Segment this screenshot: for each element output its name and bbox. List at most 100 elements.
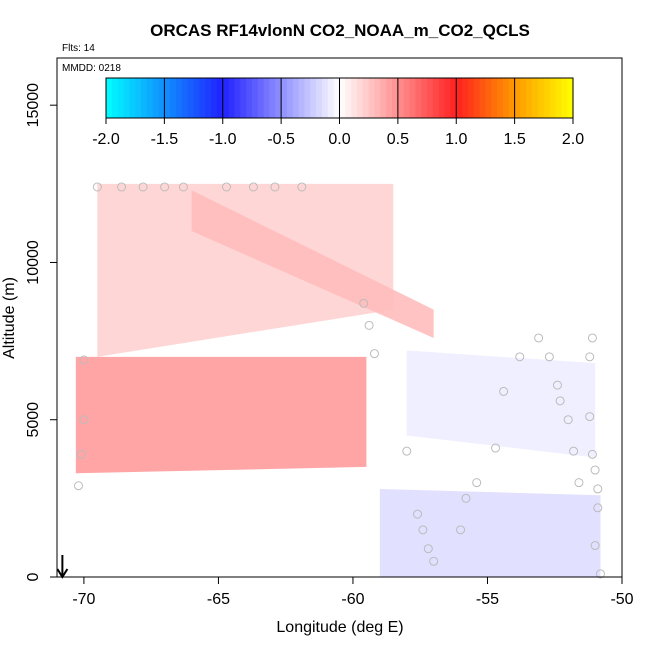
colorbar-swatch	[491, 78, 498, 118]
sample-point	[429, 556, 439, 566]
colorbar-swatch	[298, 78, 306, 118]
colorbar-tick-label: 1.0	[445, 131, 467, 148]
y-tick-label: 15000	[25, 83, 42, 128]
colorbar-swatch	[117, 78, 125, 118]
sample-point	[79, 415, 89, 425]
colorbar-swatch	[251, 78, 259, 118]
colorbar-swatch	[193, 78, 200, 118]
sample-point	[552, 380, 562, 390]
sample-point	[92, 182, 102, 192]
colorbar-swatch	[152, 78, 160, 118]
sample-point	[76, 449, 86, 459]
x-tick-label: -55	[476, 591, 499, 608]
colorbar-tick-label: -1.5	[151, 131, 179, 148]
sample-point	[413, 509, 423, 519]
y-tick-label: 5000	[25, 402, 42, 438]
colorbar-swatch	[228, 78, 236, 118]
arrow-head	[56, 568, 69, 579]
sample-point	[472, 478, 482, 488]
sample-point	[138, 182, 148, 192]
x-axis-label: Longitude (deg E)	[276, 619, 403, 636]
colorbar-swatch	[269, 78, 276, 118]
sample-point	[574, 478, 584, 488]
sample-point	[456, 525, 466, 535]
colorbar-swatch	[339, 78, 346, 118]
colorbar-swatch	[526, 78, 533, 118]
colorbar-swatch	[199, 78, 206, 118]
colorbar-swatch	[567, 78, 574, 118]
colorbar-swatch	[508, 78, 516, 118]
heatmap-field	[75, 183, 601, 577]
colorbar-swatch	[351, 78, 358, 118]
sample-point	[585, 352, 595, 362]
colorbar-swatch	[123, 78, 130, 118]
colorbar-swatch	[246, 78, 253, 118]
field-region-upper-diagonal-streak	[191, 190, 434, 338]
sample-point	[515, 352, 525, 362]
colorbar-swatch	[374, 78, 381, 118]
y-axis-label: Altitude (m)	[1, 277, 18, 359]
colorbar-swatch	[164, 78, 171, 118]
colorbar-swatch	[170, 78, 177, 118]
colorbar-swatch	[240, 78, 247, 118]
colorbar-swatch	[362, 78, 370, 118]
colorbar-swatch	[456, 78, 463, 118]
sample-point	[593, 484, 603, 494]
sample-point	[491, 443, 501, 453]
colorbar-swatch	[211, 78, 218, 118]
colorbar-swatch	[397, 78, 405, 118]
sample-points	[74, 182, 605, 579]
colorbar-swatch	[444, 78, 452, 118]
plot-frame	[56, 57, 623, 578]
colorbar-swatch	[292, 78, 300, 118]
x-tick-label: -65	[207, 591, 230, 608]
colorbar-tick-label: 1.5	[504, 131, 526, 148]
sample-point	[595, 569, 605, 579]
colorbar-swatch	[415, 78, 422, 118]
colorbar-swatch	[380, 78, 387, 118]
colorbar-swatch	[257, 78, 265, 118]
sample-point	[369, 349, 379, 359]
colorbar-swatch	[421, 78, 428, 118]
colorbar-swatch	[514, 78, 522, 118]
colorbar-swatch	[467, 78, 475, 118]
sample-point	[544, 352, 554, 362]
sample-point	[160, 182, 170, 192]
colorbar-swatch	[275, 78, 282, 118]
sample-point	[79, 355, 89, 365]
colorbar: -2.0 -1.5 -1.0 -0.5 0.0 0.5 1.0 1.5 2.0	[92, 77, 584, 148]
colorbar-swatch	[111, 78, 119, 118]
colorbar-swatch	[316, 78, 323, 118]
colorbar-swatch	[187, 78, 195, 118]
colorbar-tick-label: 0.5	[387, 131, 409, 148]
colorbar-swatch	[176, 78, 183, 118]
flights-label: Flts: 14	[62, 43, 95, 54]
sample-point	[402, 446, 412, 456]
colorbar-swatch	[485, 78, 492, 118]
colorbar-swatch	[222, 78, 230, 118]
sample-point	[587, 333, 597, 343]
colorbar-swatch	[281, 78, 288, 118]
colorbar-swatch	[321, 78, 329, 118]
colorbar-swatch	[357, 78, 364, 118]
sample-point	[593, 503, 603, 513]
colorbar-swatch	[438, 78, 446, 118]
sample-point	[499, 386, 509, 396]
colorbar-swatch	[129, 78, 136, 118]
colorbar-swatch	[181, 78, 189, 118]
colorbar-swatch	[263, 78, 271, 118]
colorbar-swatch	[479, 78, 487, 118]
y-tick-label: 10000	[25, 240, 42, 285]
colorbar-swatch	[141, 78, 148, 118]
field-region-mid-band	[75, 356, 367, 474]
colorbar-swatch	[216, 78, 224, 118]
axes: -70 -65 -60 -55 -50 0 5000 10000 15000	[25, 83, 634, 608]
sample-point	[461, 493, 471, 503]
arrow-marker	[56, 554, 69, 579]
sample-point	[270, 182, 280, 192]
sample-point	[569, 446, 579, 456]
sample-point	[563, 415, 573, 425]
field-region-low-negative	[379, 488, 601, 577]
sample-point	[178, 182, 188, 192]
